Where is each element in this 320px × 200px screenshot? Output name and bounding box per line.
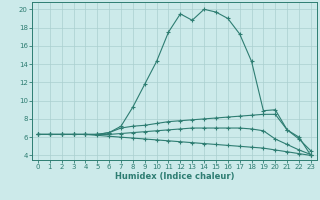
X-axis label: Humidex (Indice chaleur): Humidex (Indice chaleur)	[115, 172, 234, 181]
